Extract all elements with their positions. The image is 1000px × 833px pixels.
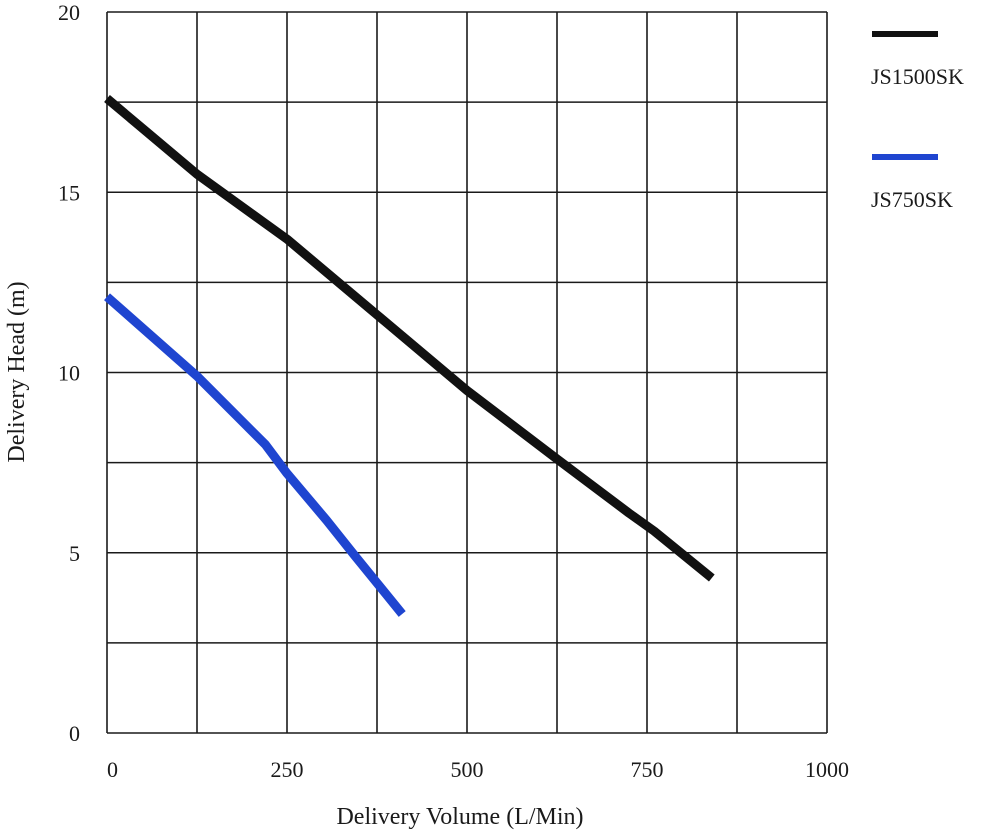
x-tick-label: 750 (631, 757, 664, 782)
x-tick-label: 0 (107, 757, 118, 782)
series-lines (104, 95, 715, 617)
x-tick-label: 500 (451, 757, 484, 782)
series-line-js750sk (104, 293, 406, 617)
y-tick-label: 5 (69, 541, 80, 566)
grid (106, 11, 828, 734)
legend: JS1500SK JS750SK (871, 31, 964, 212)
y-tick-label: 10 (58, 361, 80, 386)
x-tick-label: 1000 (805, 757, 849, 782)
x-axis-title: Delivery Volume (L/Min) (336, 804, 583, 830)
legend-label: JS1500SK (871, 64, 964, 89)
y-tick-label: 20 (58, 0, 80, 25)
x-axis-tick-labels: 0 250 500 750 1000 (107, 757, 849, 782)
x-tick-label: 250 (271, 757, 304, 782)
y-axis-title: Delivery Head (m) (4, 281, 30, 462)
series-line-js1500sk (104, 95, 715, 582)
legend-label: JS750SK (871, 187, 953, 212)
y-axis-tick-labels: 0 5 10 15 20 (58, 0, 80, 746)
y-tick-label: 15 (58, 180, 80, 205)
y-tick-label: 0 (69, 721, 80, 746)
